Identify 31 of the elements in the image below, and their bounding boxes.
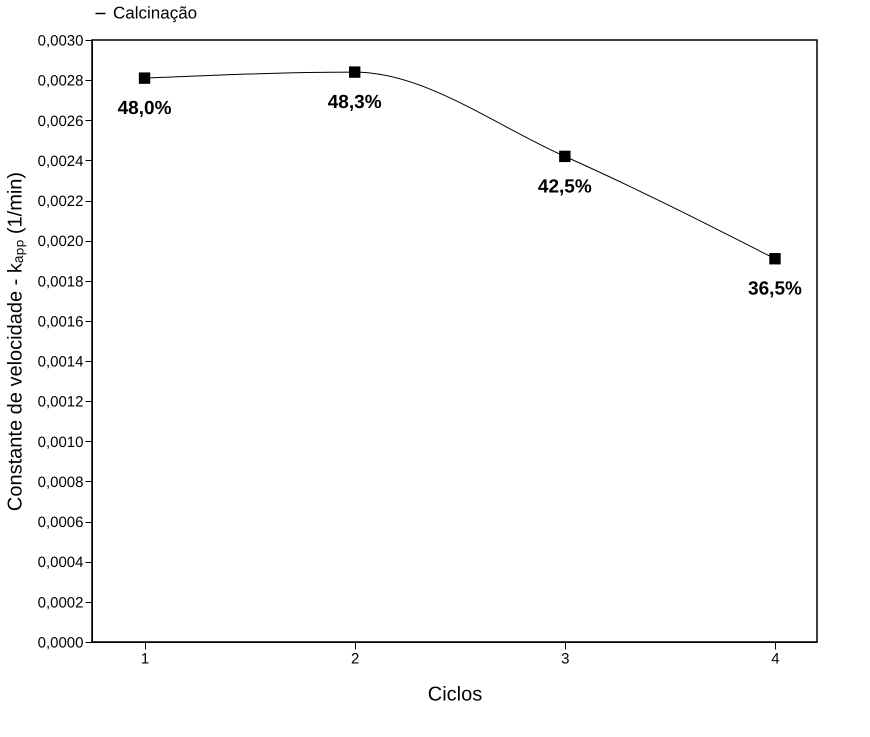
y-tick-label: 0,0010: [38, 434, 84, 451]
annotation: 36,5%: [748, 278, 802, 300]
y-tick-label: 0,0020: [38, 233, 84, 250]
point: [348, 66, 360, 78]
x-tick-label: 2: [351, 650, 360, 668]
x-tick-label: 3: [561, 650, 570, 668]
annotation: 48,0%: [118, 98, 172, 120]
y-tick-label: 0,0002: [38, 594, 84, 612]
annotation: 48,3%: [328, 92, 382, 114]
y-tick-label: 0,0018: [38, 273, 84, 290]
point: [559, 150, 571, 162]
y-tick-label: 0,0030: [38, 32, 84, 50]
y-tick-label: 0,0022: [38, 193, 84, 210]
y-tick-label: 0,0012: [38, 394, 84, 411]
y-tick-label: 0,0008: [38, 474, 84, 491]
x-tick-label: 4: [771, 650, 780, 668]
y-tick-label: 0,0000: [38, 634, 84, 652]
y-axis-title: Constante de velocidade - kₐₚₚ (1/min): [4, 172, 27, 512]
y-tick-label: 0,0024: [38, 152, 84, 170]
x-tick-label: 1: [140, 650, 150, 668]
point: [138, 72, 150, 84]
y-tick-label: 0,0004: [38, 554, 84, 572]
point: [769, 253, 781, 264]
y-tick-label: 0,0006: [38, 514, 84, 532]
y-tick-label: 0,0026: [38, 112, 84, 130]
legend-label: Calcinação: [113, 4, 198, 22]
y-tick-label: 0,0028: [38, 72, 84, 90]
x-axis-title: Ciclos: [428, 684, 482, 706]
y-tick-label: 0,0016: [38, 313, 84, 330]
annotation: 42,5%: [538, 176, 592, 198]
y-tick-label: 0,0014: [38, 354, 84, 371]
